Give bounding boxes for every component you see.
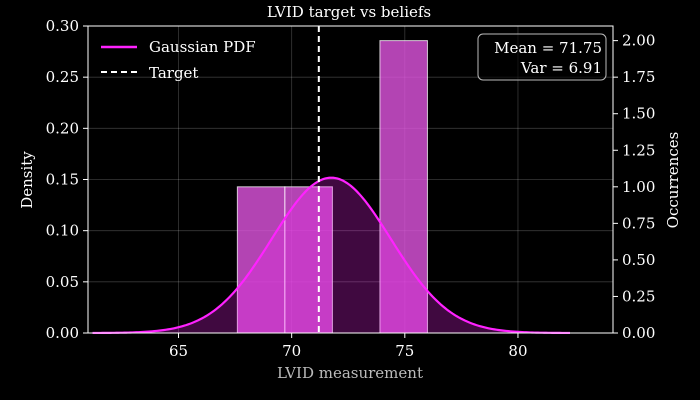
legend: Gaussian PDF Target	[101, 38, 256, 82]
y-right-tick-label: 1.75	[622, 68, 655, 86]
x-axis-label: LVID measurement	[277, 364, 423, 382]
target-line-group	[92, 26, 571, 335]
y-right-tick-label: 1.25	[622, 141, 655, 159]
stats-mean: Mean = 71.75	[494, 39, 602, 57]
y-axis-right-ticks: 0.00 0.25 0.50 0.75 1.00 1.25 1.50 1.75 2.00	[613, 32, 655, 342]
histogram-bars	[236, 40, 428, 334]
y-left-tick-label: 0.30	[46, 17, 79, 35]
gaussian-curve-group	[92, 177, 570, 333]
stats-box-frame	[477, 33, 607, 81]
y-right-tick-label: 1.50	[622, 105, 655, 123]
legend-gaussian-label: Gaussian PDF	[149, 38, 256, 56]
x-tick-label: 70	[282, 342, 301, 360]
histogram-bar	[379, 40, 428, 334]
x-tick-label: 80	[508, 342, 527, 360]
legend-target-label: Target	[149, 64, 198, 82]
gaussian-curve	[92, 176, 571, 335]
x-tick-label: 75	[395, 342, 414, 360]
y-axis-left-ticks: 0.00 0.05 0.10 0.15 0.20 0.25 0.30	[46, 17, 88, 342]
y-left-tick-label: 0.05	[46, 273, 79, 291]
gaussian-area	[92, 177, 570, 333]
x-axis-ticks: 65 70 75 80	[169, 333, 528, 360]
y-left-tick-label: 0.15	[46, 171, 79, 189]
y-right-tick-label: 2.00	[622, 32, 655, 50]
y-left-tick-label: 0.25	[46, 68, 79, 86]
stats-variance: Var = 6.91	[520, 59, 602, 77]
histogram-bar	[284, 186, 333, 334]
chart-title: LVID target vs beliefs	[267, 3, 431, 21]
y-right-tick-label: 0.00	[622, 324, 655, 342]
y-axis-left-label: Density	[18, 151, 36, 209]
x-tick-label: 65	[169, 342, 188, 360]
y-right-tick-label: 1.00	[622, 178, 655, 196]
y-left-tick-label: 0.20	[46, 119, 79, 137]
stats-box: Mean = 71.75 Var = 6.91	[477, 33, 607, 81]
y-right-tick-label: 0.75	[622, 214, 655, 232]
y-left-tick-label: 0.10	[46, 222, 79, 240]
y-left-tick-label: 0.00	[46, 324, 79, 342]
y-right-tick-label: 0.25	[622, 287, 655, 305]
y-right-tick-label: 0.50	[622, 251, 655, 269]
y-axis-right-label: Occurrences	[664, 132, 682, 229]
